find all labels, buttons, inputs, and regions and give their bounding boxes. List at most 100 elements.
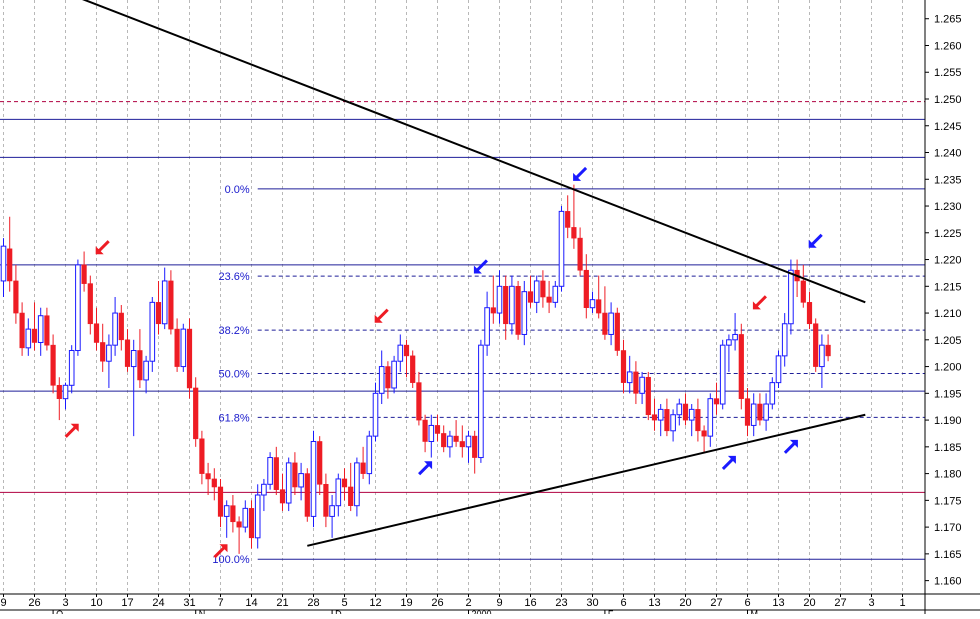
candle-body-up	[732, 333, 738, 341]
candle	[317, 436, 323, 495]
trendline	[307, 413, 866, 547]
candle-body-down	[825, 344, 831, 357]
arrow-head	[473, 265, 482, 274]
candle-body-up	[75, 264, 81, 352]
candle-body-up	[558, 210, 565, 287]
candle	[230, 495, 236, 533]
candle	[682, 393, 689, 426]
candle	[149, 297, 156, 372]
arrow-head	[424, 461, 433, 470]
candle-body-down	[682, 403, 689, 421]
month-label: 2000	[472, 609, 492, 614]
x-tick-label: 9	[0, 597, 6, 609]
candle-body-down	[410, 355, 416, 383]
candle	[285, 457, 292, 512]
blue-arrow-icon	[808, 233, 823, 248]
x-tick-label: 3	[868, 597, 874, 609]
candle	[211, 468, 217, 501]
candle	[279, 473, 286, 512]
candle	[428, 414, 435, 458]
candle-body-down	[81, 264, 87, 284]
candle	[106, 334, 112, 388]
y-tick-label: 1.180	[934, 469, 962, 481]
candle-body-down	[571, 227, 577, 239]
candle	[707, 393, 714, 447]
candle-body-up	[478, 344, 484, 459]
arrow-head	[573, 172, 582, 181]
red-arrow-icon	[213, 544, 228, 559]
candle-body-up	[0, 245, 7, 282]
candle	[348, 462, 354, 512]
candle-body-up	[335, 478, 342, 507]
candle	[254, 484, 261, 549]
candle-body-up	[254, 494, 261, 539]
blue-arrow-icon	[721, 455, 736, 470]
arrow-head	[752, 301, 761, 310]
candle	[596, 275, 602, 319]
candle	[645, 371, 651, 421]
y-tick-label: 1.160	[934, 576, 962, 588]
candle	[323, 473, 329, 528]
candle	[44, 307, 50, 351]
candle-body-up	[180, 328, 187, 368]
candle	[620, 339, 627, 394]
blue-arrow-icon	[783, 439, 798, 454]
candle	[750, 393, 757, 437]
candle-body-up	[223, 505, 230, 517]
candle	[626, 355, 633, 394]
candle-body-down	[137, 350, 143, 381]
candle-body-down	[19, 312, 25, 349]
arrow-shaft	[575, 166, 588, 179]
candle	[329, 495, 335, 538]
y-tick-label: 1.210	[934, 308, 962, 320]
candle-body-up	[62, 384, 69, 400]
candle	[602, 286, 608, 340]
candle-body-down	[50, 344, 56, 386]
candle	[161, 267, 168, 330]
fib-level-label: 0.0%	[225, 184, 250, 196]
y-tick-label: 1.215	[934, 281, 962, 293]
candle	[521, 280, 528, 346]
x-tick-label: 28	[307, 597, 319, 609]
candle-body-down	[205, 473, 211, 480]
candle	[7, 216, 13, 292]
month-label: O	[56, 609, 63, 614]
candle-body-down	[13, 280, 19, 314]
candle-body-down	[806, 302, 813, 325]
candle-body-up	[106, 344, 112, 362]
candle	[571, 184, 577, 249]
candle	[155, 280, 162, 335]
candle	[100, 323, 106, 372]
candle-body-down	[583, 269, 589, 309]
candle-body-up	[676, 403, 683, 416]
candle-body-down	[527, 291, 534, 303]
candle-body-down	[701, 430, 707, 437]
y-tick-label: 1.260	[934, 40, 962, 52]
x-tick-label: 24	[152, 597, 164, 609]
y-tick-label: 1.190	[934, 415, 962, 427]
candle-body-down	[317, 441, 323, 485]
candle-body-up	[769, 382, 776, 405]
x-tick-label: 2	[465, 597, 471, 609]
blue-arrow-icon	[573, 166, 588, 181]
candle-body-down	[87, 283, 93, 325]
candle-body-down	[56, 384, 62, 399]
arrow-head	[219, 544, 228, 553]
candle-body-up	[521, 291, 528, 335]
candle-body-up	[688, 408, 695, 421]
candle-body-up	[378, 366, 385, 394]
candle	[391, 355, 397, 394]
x-tick-label: 6	[620, 597, 626, 609]
y-tick-label: 1.265	[934, 14, 962, 26]
candle-body-down	[434, 425, 441, 434]
candle	[410, 350, 416, 388]
arrow-head	[789, 439, 798, 448]
candle	[695, 398, 701, 442]
fib-level-label: 38.2%	[218, 325, 249, 337]
x-tick-label: 17	[121, 597, 133, 609]
candle	[37, 307, 44, 356]
candle-body-up	[242, 507, 249, 528]
candle	[664, 398, 670, 437]
candle-body-up	[509, 285, 515, 325]
